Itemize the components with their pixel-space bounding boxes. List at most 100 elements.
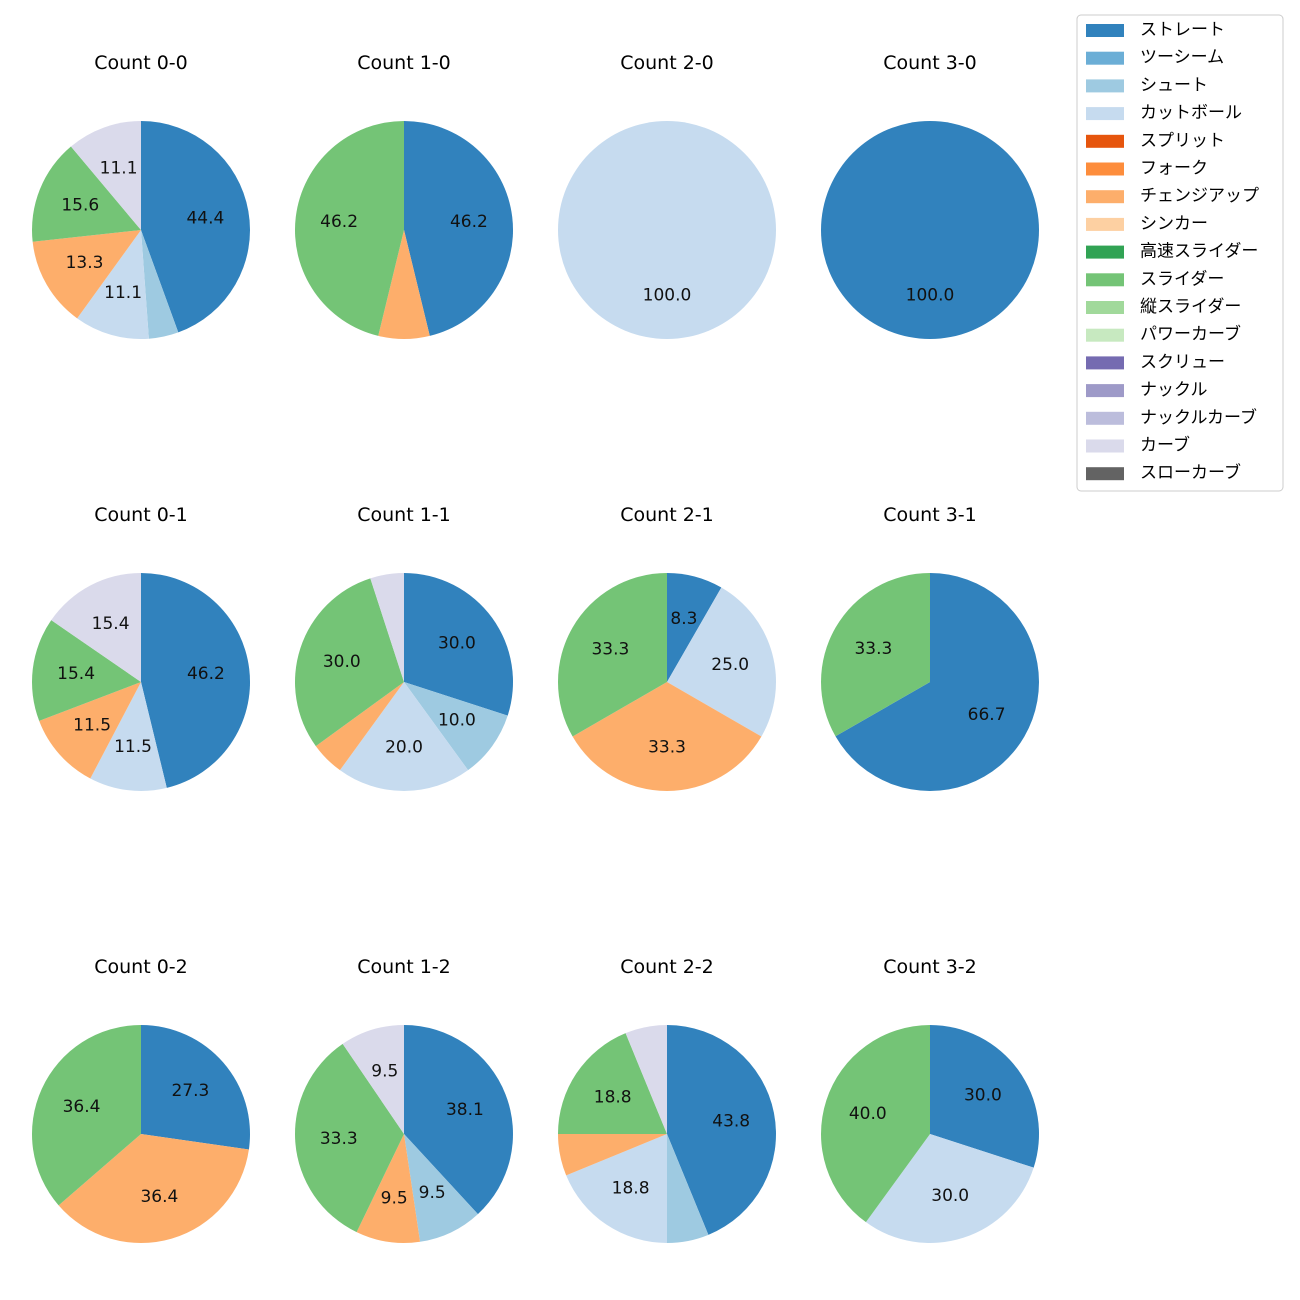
pie-slice	[558, 1134, 667, 1176]
legend-entry: ナックル	[1086, 380, 1208, 400]
pie-slice	[31, 146, 141, 242]
pie-title: Count 1-2	[357, 956, 451, 978]
legend-entry: スローカーブ	[1086, 462, 1241, 483]
legend-label: スライダー	[1140, 269, 1224, 289]
legend-swatch	[1086, 134, 1124, 148]
pie-title: Count 2-1	[620, 504, 714, 526]
legend-swatch	[1086, 439, 1124, 453]
legend-entry: スプリット	[1086, 131, 1225, 151]
slice-label: 33.3	[854, 639, 892, 659]
legend-label: ナックルカーブ	[1140, 407, 1257, 428]
legend-swatch	[1086, 273, 1124, 287]
legend-frame	[1076, 14, 1284, 492]
slice-label: 25.0	[711, 655, 749, 675]
pie-slice	[821, 121, 1039, 339]
legend-swatch	[1086, 24, 1124, 37]
slice-label: 9.5	[371, 1062, 398, 1082]
legend-label: ナックル	[1140, 380, 1208, 400]
slice-label: 13.3	[66, 253, 104, 273]
pie-slice	[865, 1134, 1034, 1244]
pie-slice	[39, 682, 141, 779]
pie-slice	[58, 1134, 249, 1244]
legend-label: 高速スライダー	[1140, 242, 1258, 262]
slice-label: 36.4	[63, 1097, 101, 1117]
legend-label: シュート	[1140, 75, 1208, 95]
pie-slice	[51, 573, 142, 682]
slice-label: 11.5	[114, 737, 152, 757]
slice-label: 100.0	[643, 285, 692, 305]
legend-entry: スクリュー	[1086, 352, 1225, 372]
pie-slice	[370, 573, 404, 682]
pie-panel: Count 1-0 46.2 46.2	[294, 52, 514, 340]
legend-label: カットボール	[1140, 103, 1242, 123]
pie-title: Count 3-1	[883, 504, 977, 526]
legend-entry: シンカー	[1086, 214, 1208, 234]
pie-slice	[625, 1025, 667, 1134]
pie-slice	[667, 1025, 776, 1235]
pie-slice	[930, 1025, 1040, 1168]
pie-slice	[378, 230, 430, 340]
legend-swatch	[1086, 162, 1124, 176]
pie-slice	[821, 1025, 930, 1223]
pie-panel: Count 1-2 38.1 9.5 9.5 33.3 9.5	[294, 956, 513, 1243]
legend-swatch	[1086, 301, 1124, 314]
slice-label: 30.0	[931, 1186, 969, 1206]
legend-entry: シュート	[1086, 75, 1208, 95]
slice-label: 100.0	[906, 285, 955, 305]
legend-entry: カーブ	[1086, 435, 1190, 456]
pie-title: Count 0-2	[94, 956, 188, 978]
legend-entry: カットボール	[1086, 103, 1242, 123]
pie-title: Count 3-0	[883, 52, 977, 74]
pie-title: Count 3-2	[883, 956, 977, 978]
pie-slice	[667, 1134, 709, 1243]
slice-label: 46.2	[320, 212, 358, 232]
legend-swatch	[1086, 245, 1124, 259]
legend-swatch	[1086, 51, 1124, 65]
pie-slice	[404, 1134, 478, 1242]
pie-panel: Count 3-2 30.0 30.0 40.0	[821, 956, 1040, 1244]
pie-slice	[557, 573, 667, 737]
legend-label: ツーシーム	[1140, 48, 1224, 68]
pie-panel: Count 1-1 30.0 10.0 20.0 30.0	[294, 504, 514, 791]
pie-panel: Count 0-044.411.113.315.611.1	[31, 52, 251, 340]
legend-entry: 縦スライダー	[1086, 297, 1241, 317]
legend: ストレートツーシームシュートカットボールスプリットフォークチェンジアップシンカー…	[1076, 14, 1284, 492]
slice-label: 15.6	[61, 196, 99, 216]
slice-label: 40.0	[849, 1104, 887, 1124]
slice-label: 8.3	[670, 609, 697, 629]
pie-panel: Count 2-0 100.0	[558, 52, 776, 339]
legend-swatch	[1086, 384, 1124, 398]
pie-slice	[356, 1134, 421, 1243]
pie-slice	[404, 121, 514, 336]
pie-title: Count 1-0	[357, 52, 451, 74]
pie-slice	[77, 230, 149, 340]
slice-label: 18.8	[594, 1088, 632, 1108]
pie-slice	[315, 682, 404, 771]
legend-entry: チェンジアップ	[1086, 186, 1259, 206]
pie-panel: Count 0-1 46.2 11.511.5 15.4 15.4	[31, 504, 251, 792]
legend-swatch	[1086, 79, 1124, 93]
legend-label: スクリュー	[1140, 352, 1225, 372]
legend-entry: フォーク	[1086, 159, 1208, 179]
slice-label: 46.2	[187, 664, 225, 684]
pie-panel: Count 2-2 43.8 18.8 18.8	[558, 956, 776, 1243]
slice-label: 9.5	[381, 1189, 408, 1209]
pie-slice	[404, 1025, 513, 1215]
pie-slice	[141, 1025, 250, 1150]
pie-slice	[572, 682, 762, 792]
pie-slice	[667, 587, 777, 737]
slice-label: 9.5	[419, 1183, 446, 1203]
legend-entry: パワーカーブ	[1086, 324, 1241, 345]
pie-title: Count 1-1	[357, 504, 451, 526]
slice-label: 30.0	[438, 634, 476, 654]
legend-swatch	[1086, 190, 1124, 204]
pie-slice	[404, 682, 508, 771]
slice-label: 27.3	[171, 1081, 209, 1101]
slice-label: 43.8	[712, 1111, 750, 1131]
slice-label: 18.8	[612, 1178, 650, 1198]
slice-label: 11.1	[100, 159, 138, 179]
legend-swatch	[1086, 356, 1124, 370]
pie-title: Count 0-1	[94, 504, 188, 526]
